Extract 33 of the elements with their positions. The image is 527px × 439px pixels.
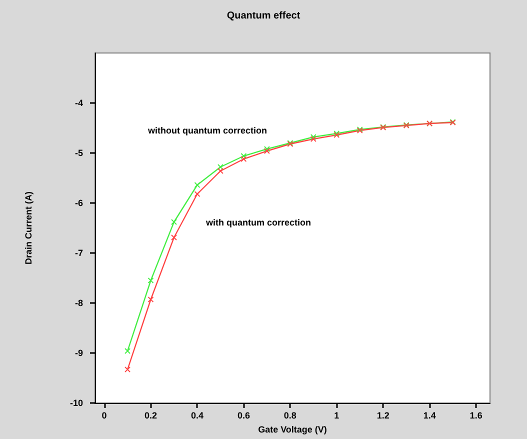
point [124, 348, 131, 354]
y-axis-title: Drain Current (A) [24, 191, 34, 265]
point [171, 234, 177, 240]
y-tick-label: -4 [74, 98, 83, 108]
chart-title: Quantum effect [226, 10, 301, 22]
y-tick-label: -9 [74, 348, 83, 358]
point [171, 219, 177, 225]
x-axis-title: Gate Voltage (V) [258, 424, 327, 434]
y-tick-label: -8 [74, 298, 83, 308]
annotation: without quantum correction [147, 126, 267, 136]
x-tick-label: 1.6 [470, 410, 482, 420]
point [148, 278, 154, 284]
x-tick-label: 0.6 [237, 410, 250, 420]
y-tick-label: -6 [74, 198, 83, 208]
x-tick-label: 1.2 [376, 410, 390, 420]
x-tick-label: 0 [102, 410, 107, 420]
point [240, 153, 247, 159]
y-tick-label: -5 [74, 148, 83, 158]
point [194, 191, 200, 197]
x-tick-label: 1.4 [423, 410, 436, 420]
x-tick-label: 1 [334, 410, 340, 420]
annotation: with quantum correction [205, 218, 312, 228]
point [217, 168, 224, 174]
point [217, 164, 224, 170]
x-tick-label: 0.4 [190, 410, 204, 420]
y-tick-label: -10 [70, 398, 83, 408]
y-tick-label: -7 [74, 248, 83, 258]
x-tick-label: 0.2 [144, 410, 158, 420]
point [194, 182, 200, 188]
x-tick-label: 0.8 [284, 410, 296, 420]
point [148, 296, 154, 302]
point [124, 366, 131, 372]
point [240, 156, 247, 162]
